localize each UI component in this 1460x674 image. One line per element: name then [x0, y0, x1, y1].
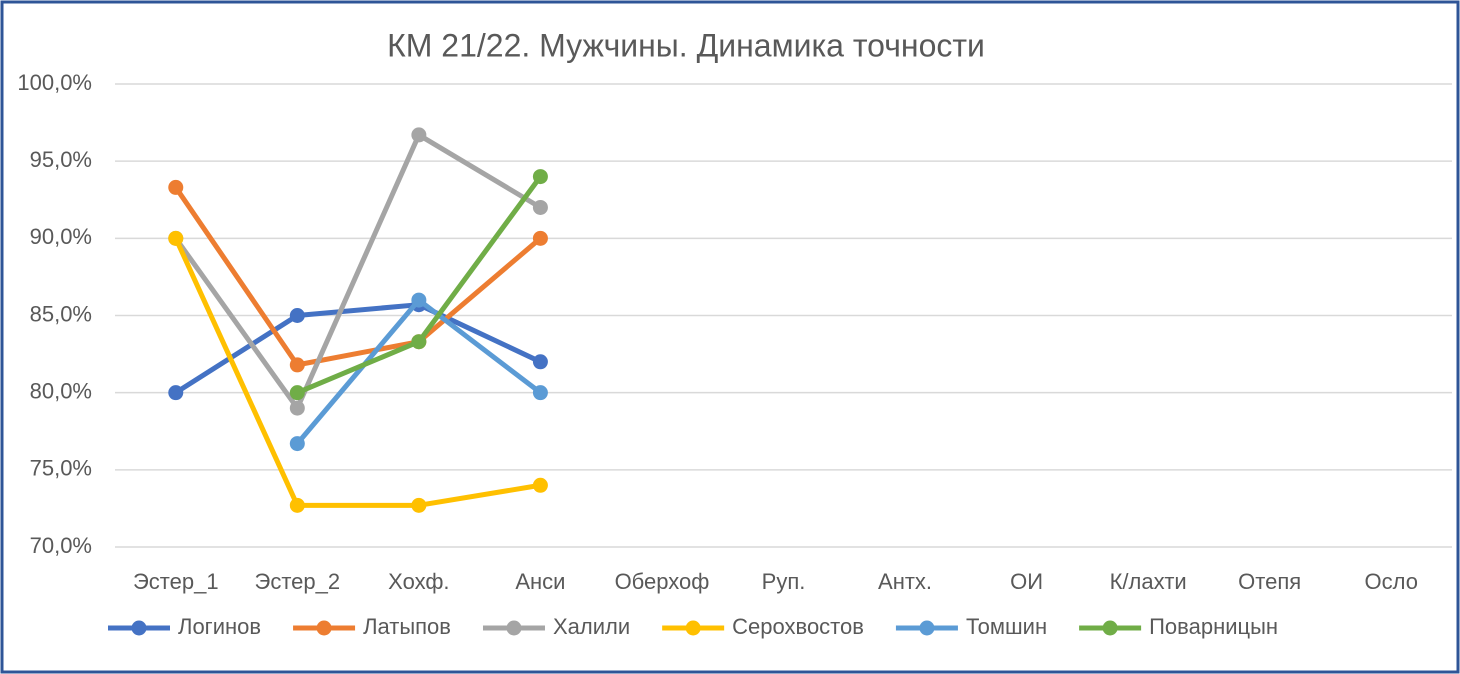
legend-marker [919, 620, 935, 636]
x-tick-label: Руп. [762, 569, 806, 594]
point [289, 400, 305, 416]
point [532, 477, 548, 493]
legend-marker [131, 620, 147, 636]
legend-marker [685, 620, 701, 636]
point [289, 357, 305, 373]
y-tick-label: 80,0% [30, 378, 92, 403]
point [532, 230, 548, 246]
point [289, 497, 305, 513]
x-tick-label: ОИ [1010, 569, 1043, 594]
x-tick-label: Осло [1365, 569, 1418, 594]
point [168, 385, 184, 401]
x-tick-label: Эстер_2 [255, 569, 341, 594]
y-tick-label: 75,0% [30, 456, 92, 481]
chart-title: КМ 21/22. Мужчины. Динамика точности [387, 27, 985, 63]
legend-marker [316, 620, 332, 636]
x-tick-label: Оберхоф [615, 569, 710, 594]
legend-marker [1102, 620, 1118, 636]
series-line [173, 185, 543, 368]
legend-label: Халили [553, 614, 630, 639]
series-line [173, 132, 542, 411]
point [289, 308, 305, 323]
legend-marker [506, 620, 522, 636]
point [532, 385, 548, 401]
point [289, 385, 305, 401]
point [532, 354, 548, 370]
legend-label: Поварницын [1149, 614, 1278, 639]
x-tick-label: Антх. [878, 569, 932, 594]
point [411, 334, 427, 350]
point [289, 436, 305, 452]
series-line [174, 302, 542, 395]
y-tick-label: 90,0% [30, 224, 92, 249]
point [532, 169, 548, 185]
point [532, 199, 548, 215]
y-tick-label: 70,0% [30, 533, 92, 558]
y-tick-label: 85,0% [30, 301, 92, 326]
x-tick-label: Эстер_1 [133, 569, 219, 594]
y-tick-label: 95,0% [30, 147, 92, 172]
x-tick-label: Хохф. [388, 569, 449, 594]
x-tick-label: К/лахти [1110, 569, 1187, 594]
point [411, 127, 427, 143]
point [411, 497, 427, 513]
y-tick-label: 100,0% [17, 70, 92, 95]
point [168, 230, 184, 246]
x-tick-label: Отепя [1238, 569, 1301, 594]
legend-label: Серохвостов [732, 614, 864, 639]
x-tick-label: Анси [515, 569, 565, 594]
point [411, 292, 427, 308]
point [168, 179, 184, 195]
series-line [173, 237, 541, 508]
legend-label: Логинов [178, 614, 261, 639]
legend-label: Латыпов [363, 614, 451, 639]
legend-label: Томшин [966, 614, 1047, 639]
